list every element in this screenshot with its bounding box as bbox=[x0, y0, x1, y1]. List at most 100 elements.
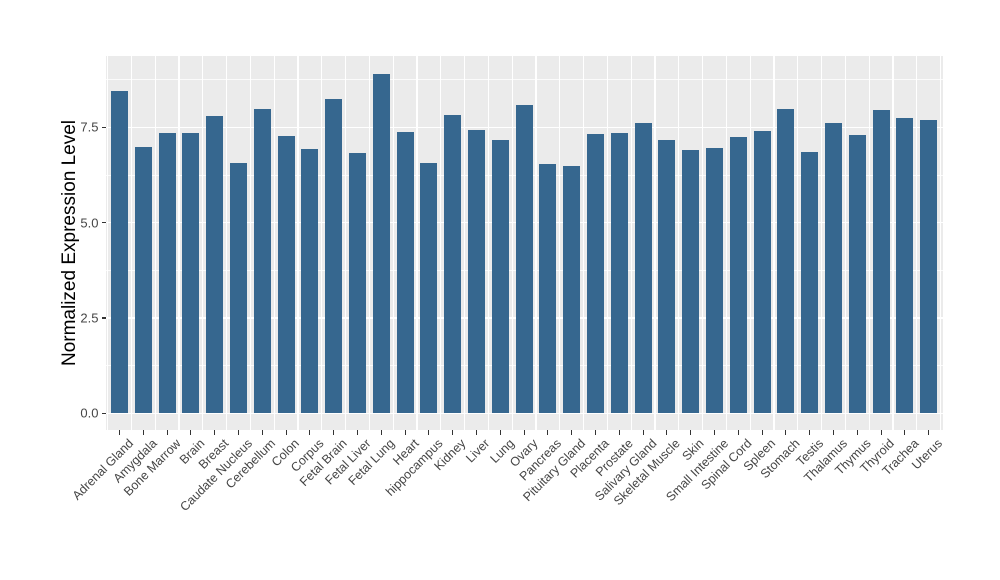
x-tick-mark bbox=[404, 430, 406, 435]
x-tick-mark bbox=[737, 430, 739, 435]
x-tick-mark bbox=[547, 430, 549, 435]
x-gridline bbox=[582, 56, 585, 430]
bar bbox=[634, 122, 652, 414]
x-gridline bbox=[797, 56, 799, 430]
x-gridline bbox=[225, 56, 228, 430]
x-gridline bbox=[606, 56, 609, 430]
x-gridline bbox=[630, 56, 632, 430]
x-tick-mark bbox=[166, 430, 168, 435]
x-gridline bbox=[892, 56, 894, 430]
bar bbox=[587, 133, 604, 414]
bar bbox=[896, 117, 914, 414]
x-tick-mark bbox=[118, 430, 121, 435]
x-tick-mark bbox=[642, 430, 644, 435]
x-tick-mark bbox=[856, 430, 858, 435]
x-gridline bbox=[178, 56, 180, 430]
x-gridline bbox=[273, 56, 275, 430]
x-gridline bbox=[820, 56, 823, 430]
bar bbox=[230, 162, 247, 414]
x-gridline bbox=[487, 56, 490, 430]
x-gridline bbox=[678, 56, 680, 430]
bar bbox=[134, 147, 152, 414]
y-gridline-minor bbox=[106, 79, 943, 81]
x-tick-mark bbox=[690, 430, 692, 435]
x-tick-mark bbox=[237, 430, 240, 435]
x-tick-mark bbox=[380, 430, 382, 435]
y-gridline-major bbox=[106, 412, 943, 415]
bar bbox=[872, 109, 890, 414]
bar bbox=[753, 130, 771, 414]
bar bbox=[515, 104, 533, 414]
x-gridline bbox=[701, 56, 704, 430]
x-gridline bbox=[654, 56, 656, 430]
bar bbox=[848, 135, 866, 414]
bar bbox=[825, 123, 842, 414]
x-tick-mark bbox=[499, 430, 501, 435]
y-axis-title: Normalized Expression Level bbox=[59, 119, 80, 367]
bar bbox=[253, 108, 271, 414]
x-gridline bbox=[249, 56, 252, 430]
bar bbox=[420, 163, 438, 414]
x-gridline bbox=[202, 56, 204, 430]
x-gridline bbox=[725, 56, 728, 430]
x-gridline bbox=[511, 56, 513, 430]
x-tick-mark bbox=[666, 430, 668, 435]
x-gridline bbox=[392, 56, 394, 430]
bar bbox=[158, 132, 176, 414]
x-gridline bbox=[368, 56, 371, 430]
x-tick-mark bbox=[928, 430, 930, 435]
x-gridline bbox=[130, 56, 133, 430]
x-gridline bbox=[844, 56, 847, 430]
x-tick-mark bbox=[428, 430, 430, 435]
x-tick-mark bbox=[285, 430, 287, 435]
x-tick-mark bbox=[594, 430, 597, 435]
plot-panel bbox=[106, 56, 943, 430]
x-tick-mark bbox=[880, 430, 882, 435]
bar bbox=[444, 114, 462, 414]
bar bbox=[777, 108, 795, 414]
y-tick-label: 0.0 bbox=[80, 405, 99, 421]
x-tick-mark bbox=[618, 430, 620, 435]
x-tick-mark bbox=[475, 430, 478, 435]
x-gridline bbox=[559, 56, 561, 430]
x-tick-label: Liver bbox=[463, 436, 493, 466]
bar bbox=[349, 153, 366, 414]
x-gridline bbox=[440, 56, 442, 430]
y-tick-label: 7.5 bbox=[80, 119, 99, 135]
x-tick-mark bbox=[452, 430, 454, 435]
x-tick-mark bbox=[809, 430, 811, 435]
x-gridline bbox=[106, 56, 109, 430]
x-gridline bbox=[154, 56, 156, 430]
bar bbox=[706, 147, 723, 414]
x-gridline bbox=[463, 56, 466, 430]
bar bbox=[301, 148, 319, 414]
bar bbox=[325, 99, 343, 414]
x-tick-mark bbox=[571, 430, 573, 435]
x-tick-mark bbox=[261, 430, 263, 435]
x-tick-mark bbox=[356, 430, 359, 435]
bar bbox=[468, 130, 485, 414]
x-tick-mark bbox=[214, 430, 216, 435]
y-tick-label: 2.5 bbox=[80, 310, 99, 326]
x-gridline bbox=[773, 56, 775, 430]
x-tick-mark bbox=[142, 430, 144, 435]
y-tick-label: 5.0 bbox=[80, 215, 99, 231]
bar bbox=[920, 119, 938, 414]
bar bbox=[563, 166, 581, 414]
bar bbox=[801, 151, 819, 414]
x-tick-mark bbox=[713, 430, 716, 435]
bar bbox=[111, 91, 128, 414]
x-gridline bbox=[535, 56, 537, 430]
x-tick-mark bbox=[523, 430, 525, 435]
bar bbox=[610, 132, 628, 414]
bar bbox=[396, 131, 414, 414]
x-gridline bbox=[868, 56, 870, 430]
y-tick-mark bbox=[101, 126, 106, 128]
bar bbox=[277, 135, 295, 414]
x-gridline bbox=[321, 56, 323, 430]
x-tick-mark bbox=[785, 430, 787, 435]
bar bbox=[658, 139, 676, 414]
bar bbox=[206, 115, 224, 414]
y-tick-mark bbox=[101, 222, 106, 224]
